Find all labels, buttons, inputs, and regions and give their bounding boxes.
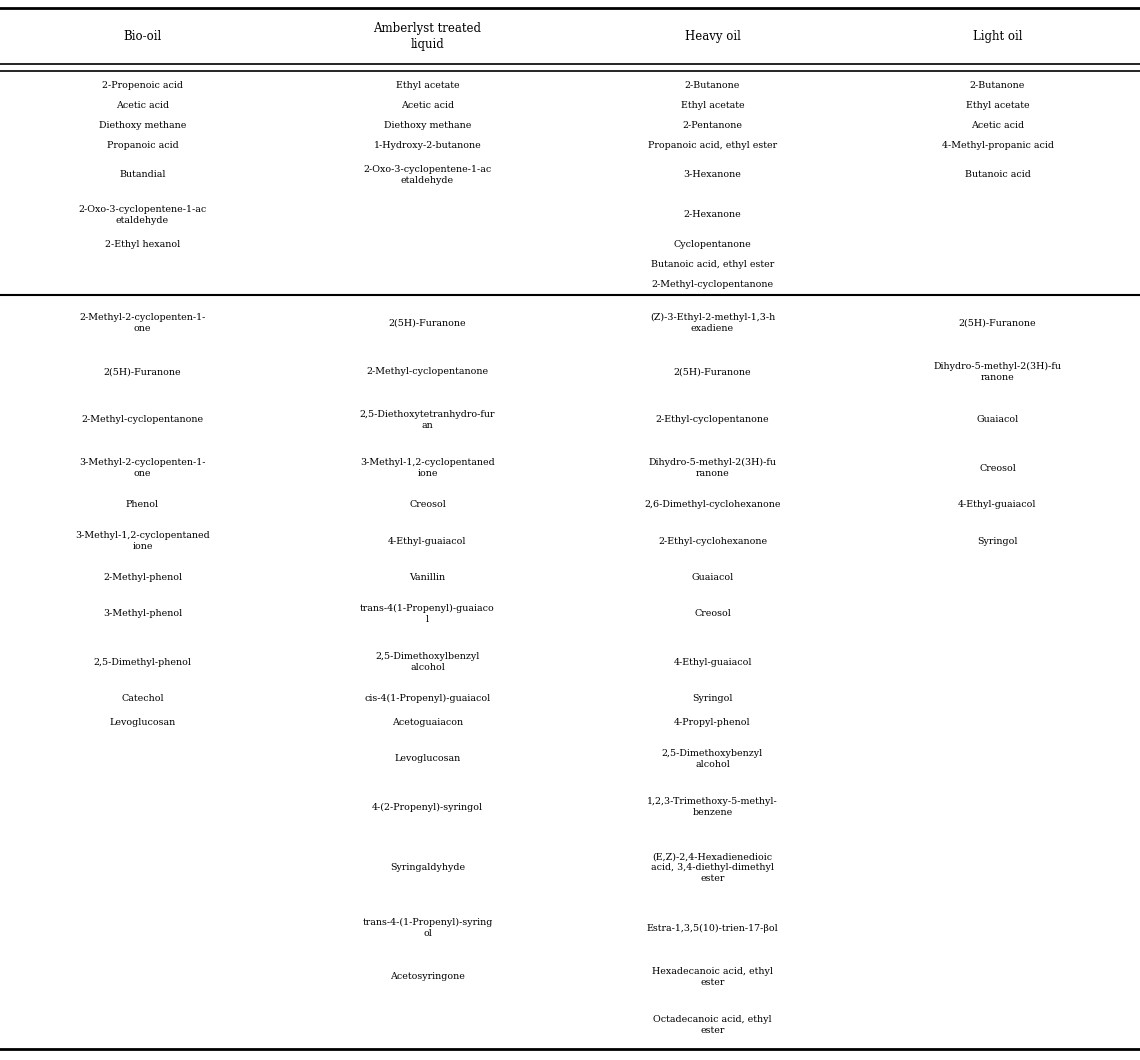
Text: Syringaldyhyde: Syringaldyhyde [390, 863, 465, 872]
Text: Acetosyringone: Acetosyringone [390, 972, 465, 982]
Text: Guaiacol: Guaiacol [976, 416, 1019, 424]
Text: Bio-oil: Bio-oil [123, 30, 162, 42]
Text: 2-Methyl-cyclopentanone: 2-Methyl-cyclopentanone [366, 367, 489, 376]
Text: 2(5H)-Furanone: 2(5H)-Furanone [389, 319, 466, 328]
Text: Levoglucosan: Levoglucosan [109, 718, 176, 727]
Text: 2-Ethyl-cyclopentanone: 2-Ethyl-cyclopentanone [656, 416, 770, 424]
Text: Creosol: Creosol [694, 610, 731, 618]
Text: Amberlyst treated
liquid: Amberlyst treated liquid [374, 21, 481, 51]
Text: Light oil: Light oil [972, 30, 1023, 42]
Text: 2-Methyl-phenol: 2-Methyl-phenol [103, 572, 182, 582]
Text: Diethoxy methane: Diethoxy methane [99, 121, 186, 129]
Text: 3-Methyl-phenol: 3-Methyl-phenol [103, 610, 182, 618]
Text: Butanoic acid, ethyl ester: Butanoic acid, ethyl ester [651, 261, 774, 269]
Text: Acetoguaiacon: Acetoguaiacon [392, 718, 463, 727]
Text: 2-Methyl-cyclopentanone: 2-Methyl-cyclopentanone [81, 416, 204, 424]
Text: Hexadecanoic acid, ethyl
ester: Hexadecanoic acid, ethyl ester [652, 967, 773, 987]
Text: 4-Ethyl-guaiacol: 4-Ethyl-guaiacol [674, 657, 751, 667]
Text: Levoglucosan: Levoglucosan [394, 755, 461, 763]
Text: Ethyl acetate: Ethyl acetate [681, 101, 744, 109]
Text: 2,5-Diethoxytetranhydro-fur
an: 2,5-Diethoxytetranhydro-fur an [360, 410, 495, 430]
Text: 2-Pentanone: 2-Pentanone [683, 121, 742, 129]
Text: Dihydro-5-methyl-2(3H)-fu
ranone: Dihydro-5-methyl-2(3H)-fu ranone [649, 458, 776, 478]
Text: Estra-1,3,5(10)-trien-17-βol: Estra-1,3,5(10)-trien-17-βol [646, 924, 779, 933]
Text: Acetic acid: Acetic acid [116, 101, 169, 109]
Text: Cyclopentanone: Cyclopentanone [674, 241, 751, 249]
Text: 3-Methyl-1,2-cyclopentaned
ione: 3-Methyl-1,2-cyclopentaned ione [360, 458, 495, 478]
Text: 2,5-Dimethyl-phenol: 2,5-Dimethyl-phenol [93, 657, 192, 667]
Text: Vanillin: Vanillin [409, 572, 446, 582]
Text: trans-4(1-Propenyl)-guaiaco
l: trans-4(1-Propenyl)-guaiaco l [360, 603, 495, 623]
Text: 2-Oxo-3-cyclopentene-1-ac
etaldehyde: 2-Oxo-3-cyclopentene-1-ac etaldehyde [79, 205, 206, 225]
Text: Dihydro-5-methyl-2(3H)-fu
ranone: Dihydro-5-methyl-2(3H)-fu ranone [934, 361, 1061, 382]
Text: 2,5-Dimethoxybenzyl
alcohol: 2,5-Dimethoxybenzyl alcohol [662, 748, 763, 768]
Text: 2-Oxo-3-cyclopentene-1-ac
etaldehyde: 2-Oxo-3-cyclopentene-1-ac etaldehyde [364, 165, 491, 186]
Text: Syringol: Syringol [977, 536, 1018, 546]
Text: 2-Propenoic acid: 2-Propenoic acid [101, 81, 184, 90]
Text: (Z)-3-Ethyl-2-methyl-1,3-h
exadiene: (Z)-3-Ethyl-2-methyl-1,3-h exadiene [650, 313, 775, 333]
Text: Syringol: Syringol [692, 694, 733, 703]
Text: Acetic acid: Acetic acid [971, 121, 1024, 129]
Text: Octadecanoic acid, ethyl
ester: Octadecanoic acid, ethyl ester [653, 1015, 772, 1036]
Text: cis-4(1-Propenyl)-guaiacol: cis-4(1-Propenyl)-guaiacol [365, 694, 490, 703]
Text: 2,6-Dimethyl-cyclohexanone: 2,6-Dimethyl-cyclohexanone [644, 500, 781, 509]
Text: 2,5-Dimethoxylbenzyl
alcohol: 2,5-Dimethoxylbenzyl alcohol [375, 652, 480, 672]
Text: 2-Hexanone: 2-Hexanone [684, 210, 741, 219]
Text: Butandial: Butandial [120, 171, 165, 179]
Text: 4-Methyl-propanic acid: 4-Methyl-propanic acid [942, 141, 1053, 149]
Text: trans-4-(1-Propenyl)-syring
ol: trans-4-(1-Propenyl)-syring ol [363, 918, 492, 938]
Text: 2-Butanone: 2-Butanone [970, 81, 1025, 90]
Text: 3-Hexanone: 3-Hexanone [684, 171, 741, 179]
Text: Phenol: Phenol [125, 500, 160, 509]
Text: Propanoic acid, ethyl ester: Propanoic acid, ethyl ester [648, 141, 777, 149]
Text: Guaiacol: Guaiacol [691, 572, 734, 582]
Text: 4-(2-Propenyl)-syringol: 4-(2-Propenyl)-syringol [372, 802, 483, 812]
Text: 4-Propyl-phenol: 4-Propyl-phenol [674, 718, 751, 727]
Text: Creosol: Creosol [409, 500, 446, 509]
Text: Heavy oil: Heavy oil [684, 30, 741, 42]
Text: 4-Ethyl-guaiacol: 4-Ethyl-guaiacol [389, 536, 466, 546]
Text: Acetic acid: Acetic acid [401, 101, 454, 109]
Text: 2-Methyl-cyclopentanone: 2-Methyl-cyclopentanone [651, 280, 774, 289]
Text: 2-Ethyl-cyclohexanone: 2-Ethyl-cyclohexanone [658, 536, 767, 546]
Text: 1-Hydroxy-2-butanone: 1-Hydroxy-2-butanone [374, 141, 481, 149]
Text: 2-Methyl-2-cyclopenten-1-
one: 2-Methyl-2-cyclopenten-1- one [80, 313, 205, 333]
Text: Creosol: Creosol [979, 464, 1016, 473]
Text: 2-Butanone: 2-Butanone [685, 81, 740, 90]
Text: 2(5H)-Furanone: 2(5H)-Furanone [104, 367, 181, 376]
Text: Ethyl acetate: Ethyl acetate [396, 81, 459, 90]
Text: Diethoxy methane: Diethoxy methane [384, 121, 471, 129]
Text: 3-Methyl-1,2-cyclopentaned
ione: 3-Methyl-1,2-cyclopentaned ione [75, 531, 210, 551]
Text: 2(5H)-Furanone: 2(5H)-Furanone [959, 319, 1036, 328]
Text: 2-Ethyl hexanol: 2-Ethyl hexanol [105, 241, 180, 249]
Text: Propanoic acid: Propanoic acid [107, 141, 178, 149]
Text: 4-Ethyl-guaiacol: 4-Ethyl-guaiacol [959, 500, 1036, 509]
Text: 2(5H)-Furanone: 2(5H)-Furanone [674, 367, 751, 376]
Text: Butanoic acid: Butanoic acid [964, 171, 1031, 179]
Text: 1,2,3-Trimethoxy-5-methyl-
benzene: 1,2,3-Trimethoxy-5-methyl- benzene [648, 797, 777, 817]
Text: Catechol: Catechol [121, 694, 164, 703]
Text: (E,Z)-2,4-Hexadienedioic
acid, 3,4-diethyl-dimethyl
ester: (E,Z)-2,4-Hexadienedioic acid, 3,4-dieth… [651, 852, 774, 883]
Text: 3-Methyl-2-cyclopenten-1-
one: 3-Methyl-2-cyclopenten-1- one [80, 458, 205, 478]
Text: Ethyl acetate: Ethyl acetate [966, 101, 1029, 109]
